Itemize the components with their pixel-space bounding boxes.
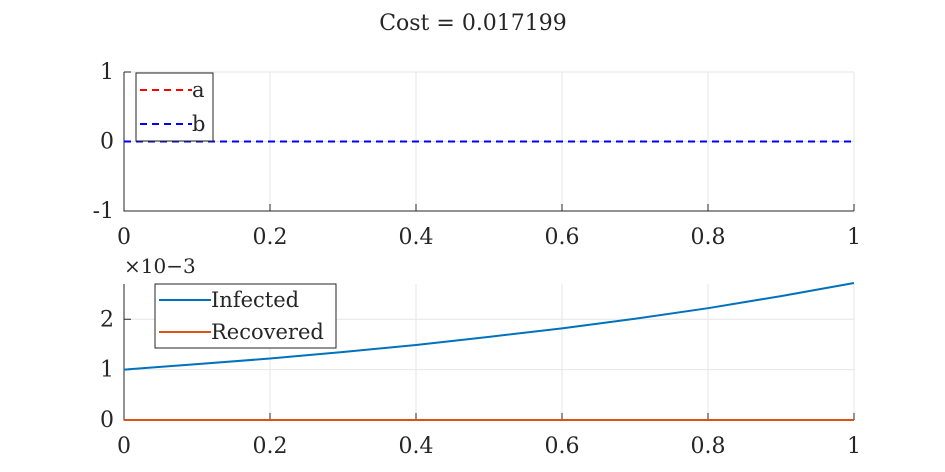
legend: Infected Recovered [154, 283, 337, 349]
legend-label-infected: Infected [211, 288, 299, 312]
chart-title: Cost = 0.017199 [379, 11, 567, 36]
x-tick-label: 0.4 [399, 225, 434, 250]
x-tick-label: 0.2 [253, 225, 288, 250]
legend-label-b: b [192, 112, 205, 136]
legend-label-recovered: Recovered [211, 320, 324, 344]
x-tick-label: 0.4 [399, 434, 434, 459]
x-tick-label: 0 [117, 434, 131, 459]
x-tick-label: 1 [847, 434, 861, 459]
legend-label-a: a [192, 78, 205, 102]
legend-box [154, 283, 337, 349]
x-tick-label: 0.8 [691, 225, 726, 250]
y-tick-label: 0 [100, 130, 114, 155]
y-tick-label: -1 [93, 199, 114, 224]
x-tick-label: 0.6 [545, 225, 580, 250]
y-tick-label: 1 [100, 60, 114, 85]
y-exponent-label: ×10−3 [124, 254, 196, 278]
x-tick-label: 0.8 [691, 434, 726, 459]
x-tick-label: 1 [847, 225, 861, 250]
x-tick-label: 0.6 [545, 434, 580, 459]
y-tick-label: 0 [100, 408, 114, 433]
x-tick-label: 0.2 [253, 434, 288, 459]
y-tick-label: 2 [100, 307, 114, 332]
bottom-axes: 0 0.2 0.4 0.6 0.8 1 0 1 2 ×10−3 Infected Recovered [100, 254, 861, 459]
series-line-infected [123, 282, 855, 371]
legend-box [135, 72, 214, 142]
legend: ab [135, 72, 214, 142]
x-tick-label: 0 [117, 225, 131, 250]
y-tick-label: 1 [100, 358, 114, 383]
